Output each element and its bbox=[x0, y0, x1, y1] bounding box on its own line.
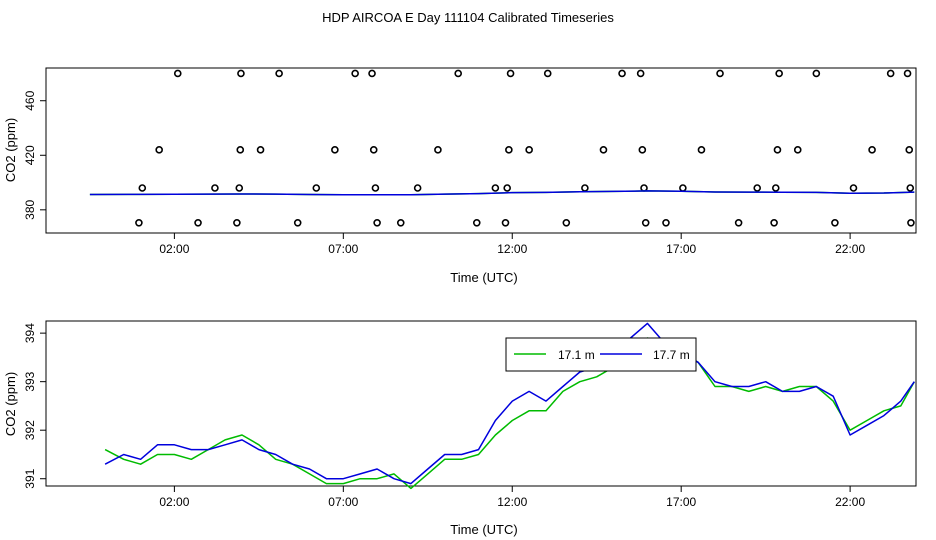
data-point bbox=[831, 218, 839, 227]
bottom-y-tick-label: 393 bbox=[23, 371, 37, 391]
data-point bbox=[235, 184, 244, 192]
data-point bbox=[351, 69, 359, 78]
data-point bbox=[472, 218, 481, 227]
data-point bbox=[638, 146, 647, 154]
data-point bbox=[903, 69, 912, 78]
top-panel: 02:00 07:00 12:00 17:00 22:00 380 420 460 Time… bbox=[3, 67, 917, 285]
data-point bbox=[641, 218, 650, 227]
legend-label-17-1m: 17.1 m bbox=[558, 348, 595, 362]
data-point bbox=[373, 218, 381, 227]
data-point bbox=[491, 184, 500, 192]
data-point bbox=[256, 146, 265, 154]
bottom-x-axis: 02:00 07:00 12:00 17:00 22:00 bbox=[159, 486, 865, 509]
bottom-x-tick-label: 07:00 bbox=[328, 495, 358, 509]
series-line-17-7-m bbox=[89, 190, 915, 196]
bottom-panel: 02:00 07:00 12:00 17:00 22:00 391 392 393 394 1… bbox=[3, 320, 917, 537]
top-x-tick-label: 17:00 bbox=[666, 242, 696, 256]
bottom-x-tick-label: 02:00 bbox=[159, 495, 189, 509]
data-point bbox=[716, 69, 724, 78]
data-point bbox=[369, 146, 378, 154]
data-point bbox=[506, 69, 515, 78]
data-point bbox=[793, 146, 802, 154]
data-point bbox=[868, 146, 876, 154]
data-point bbox=[525, 146, 533, 154]
data-point bbox=[173, 69, 182, 78]
bottom-y-axis-label: CO2 (ppm) bbox=[3, 372, 18, 436]
data-point bbox=[679, 184, 687, 192]
data-point bbox=[312, 184, 321, 192]
bottom-y-tick-label: 394 bbox=[23, 323, 37, 343]
data-point bbox=[753, 184, 762, 192]
legend: 17.1 m 17.7 m bbox=[505, 337, 697, 372]
top-plot-area bbox=[89, 69, 915, 227]
bottom-x-tick-label: 17:00 bbox=[666, 495, 696, 509]
data-point bbox=[775, 69, 783, 78]
data-point bbox=[562, 218, 571, 227]
data-point bbox=[371, 184, 380, 192]
data-point bbox=[771, 184, 780, 192]
top-x-tick-label: 07:00 bbox=[328, 242, 358, 256]
data-point bbox=[237, 69, 245, 78]
series-line-17-7-m bbox=[104, 322, 915, 485]
data-point bbox=[155, 146, 163, 154]
data-point bbox=[194, 218, 202, 227]
legend-label-17-7m: 17.7 m bbox=[653, 348, 690, 362]
data-point bbox=[636, 69, 645, 78]
top-x-axis: 02:00 07:00 12:00 17:00 22:00 bbox=[159, 233, 865, 256]
bottom-x-axis-label: Time (UTC) bbox=[450, 522, 517, 537]
data-point bbox=[543, 69, 552, 78]
data-point bbox=[907, 218, 915, 227]
data-point bbox=[368, 69, 376, 78]
data-point bbox=[503, 184, 511, 192]
top-x-axis-label: Time (UTC) bbox=[450, 270, 517, 285]
data-point bbox=[581, 184, 589, 192]
bottom-y-axis: 391 392 393 394 bbox=[23, 323, 46, 489]
bottom-x-tick-label: 12:00 bbox=[497, 495, 527, 509]
data-point bbox=[734, 218, 743, 227]
data-point bbox=[773, 146, 782, 154]
data-point bbox=[906, 184, 915, 192]
data-point bbox=[135, 218, 143, 227]
data-point bbox=[770, 218, 778, 227]
data-point bbox=[905, 146, 914, 154]
chart-title: HDP AIRCOA E Day 111104 Calibrated Times… bbox=[322, 10, 614, 25]
data-point bbox=[211, 184, 219, 192]
bottom-y-tick-label: 391 bbox=[23, 468, 37, 488]
top-y-tick-label: 420 bbox=[23, 145, 37, 165]
bottom-plot-area bbox=[104, 322, 915, 490]
data-point bbox=[434, 146, 442, 154]
data-point bbox=[331, 146, 339, 154]
top-y-axis-label: CO2 (ppm) bbox=[3, 118, 18, 182]
data-point bbox=[233, 218, 241, 227]
bottom-plot-frame bbox=[45, 320, 917, 487]
bottom-y-tick-label: 392 bbox=[23, 420, 37, 440]
data-point bbox=[275, 69, 283, 78]
top-y-tick-label: 460 bbox=[23, 90, 37, 110]
data-point bbox=[454, 69, 462, 78]
data-point bbox=[501, 218, 510, 227]
data-point bbox=[413, 184, 422, 192]
data-point bbox=[599, 146, 608, 154]
data-point bbox=[886, 69, 895, 78]
data-point bbox=[505, 146, 513, 154]
data-point bbox=[849, 184, 858, 192]
bottom-x-tick-label: 22:00 bbox=[835, 495, 865, 509]
top-y-axis: 380 420 460 bbox=[23, 90, 46, 220]
data-point bbox=[812, 69, 821, 78]
data-point bbox=[138, 184, 147, 192]
data-point bbox=[293, 218, 302, 227]
data-point bbox=[396, 218, 405, 227]
data-point bbox=[640, 184, 648, 192]
top-y-tick-label: 380 bbox=[23, 199, 37, 219]
data-point bbox=[618, 69, 626, 78]
top-x-tick-label: 02:00 bbox=[159, 242, 189, 256]
data-point bbox=[662, 218, 670, 227]
data-point bbox=[236, 146, 245, 154]
top-plot-frame bbox=[45, 67, 917, 234]
data-point bbox=[697, 146, 706, 154]
top-x-tick-label: 12:00 bbox=[497, 242, 527, 256]
top-x-tick-label: 22:00 bbox=[835, 242, 865, 256]
